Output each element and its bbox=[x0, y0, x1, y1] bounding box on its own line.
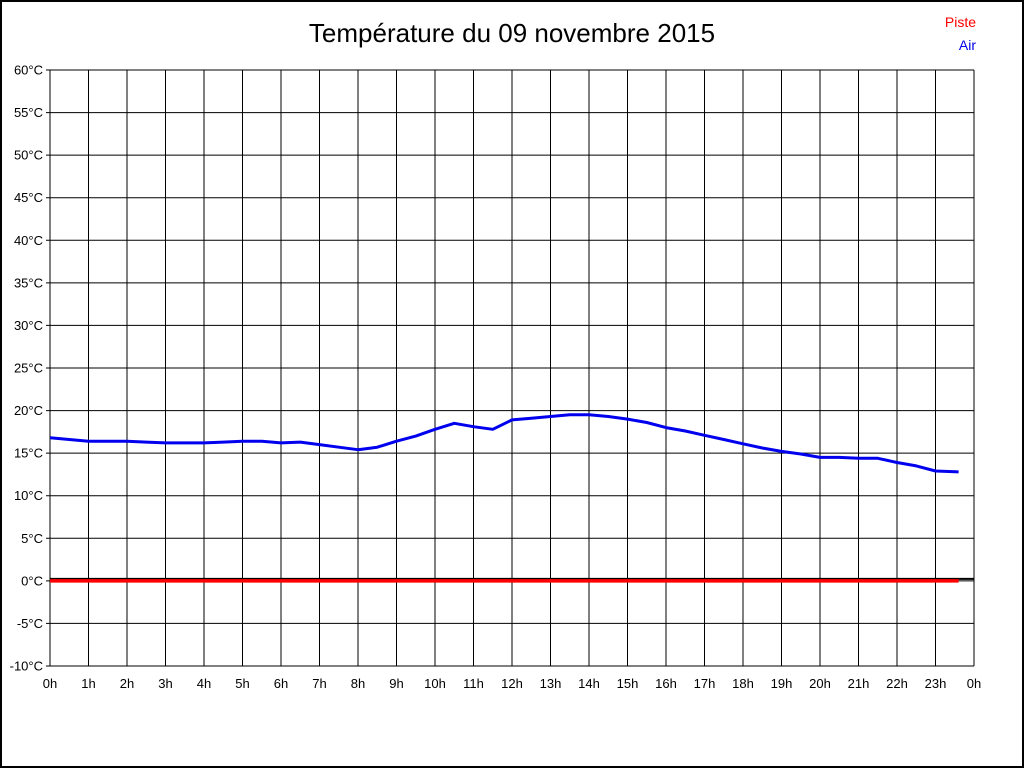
x-tick-label: 5h bbox=[235, 676, 249, 691]
y-tick-label: 60°C bbox=[14, 63, 43, 78]
x-tick-label: 7h bbox=[312, 676, 326, 691]
x-tick-label: 11h bbox=[463, 676, 484, 691]
y-tick-label: 25°C bbox=[14, 361, 43, 376]
legend-item-air: Air bbox=[958, 37, 976, 53]
y-tick-label: -5°C bbox=[17, 616, 43, 631]
x-tick-label: 9h bbox=[389, 676, 403, 691]
x-tick-label: 8h bbox=[351, 676, 365, 691]
y-tick-label: 45°C bbox=[14, 190, 43, 205]
x-tick-label: 14h bbox=[578, 676, 600, 691]
x-tick-label: 13h bbox=[540, 676, 562, 691]
y-tick-label: 50°C bbox=[14, 148, 43, 163]
x-tick-label: 4h bbox=[197, 676, 211, 691]
x-tick-label: 0h bbox=[967, 676, 981, 691]
y-tick-label: 10°C bbox=[14, 488, 43, 503]
series-line-air bbox=[49, 413, 959, 474]
y-tick-label: -10°C bbox=[10, 659, 43, 674]
x-tick-label: 18h bbox=[732, 676, 754, 691]
x-tick-label: 22h bbox=[886, 676, 908, 691]
x-tick-label: 23h bbox=[925, 676, 947, 691]
legend: Piste Air bbox=[945, 14, 976, 53]
y-tick-label: 35°C bbox=[14, 275, 43, 290]
x-tick-label: 17h bbox=[694, 676, 716, 691]
x-tick-label: 12h bbox=[501, 676, 523, 691]
chart-title: Température du 09 novembre 2015 bbox=[308, 18, 716, 48]
x-tick-label: 21h bbox=[848, 676, 870, 691]
y-tick-label: 55°C bbox=[14, 105, 43, 120]
y-tick-label: 5°C bbox=[21, 531, 43, 546]
legend-item-piste: Piste bbox=[944, 14, 976, 30]
x-tick-label: 6h bbox=[274, 676, 288, 691]
x-tick-label: 15h bbox=[617, 676, 639, 691]
y-tick-label: 20°C bbox=[14, 403, 43, 418]
y-tick-label: 0°C bbox=[21, 573, 43, 588]
y-tick-label: 30°C bbox=[14, 318, 43, 333]
x-tick-label: 10h bbox=[424, 676, 446, 691]
x-tick-label: 2h bbox=[120, 676, 134, 691]
y-tick-label: 40°C bbox=[14, 233, 43, 248]
x-tick-label: 1h bbox=[81, 676, 95, 691]
x-tick-label: 20h bbox=[809, 676, 831, 691]
y-tick-label: 15°C bbox=[14, 446, 43, 461]
x-tick-label: 3h bbox=[158, 676, 172, 691]
x-tick-label: 16h bbox=[655, 676, 677, 691]
x-tick-label: 19h bbox=[771, 676, 793, 691]
x-tick-label: 0h bbox=[43, 676, 57, 691]
